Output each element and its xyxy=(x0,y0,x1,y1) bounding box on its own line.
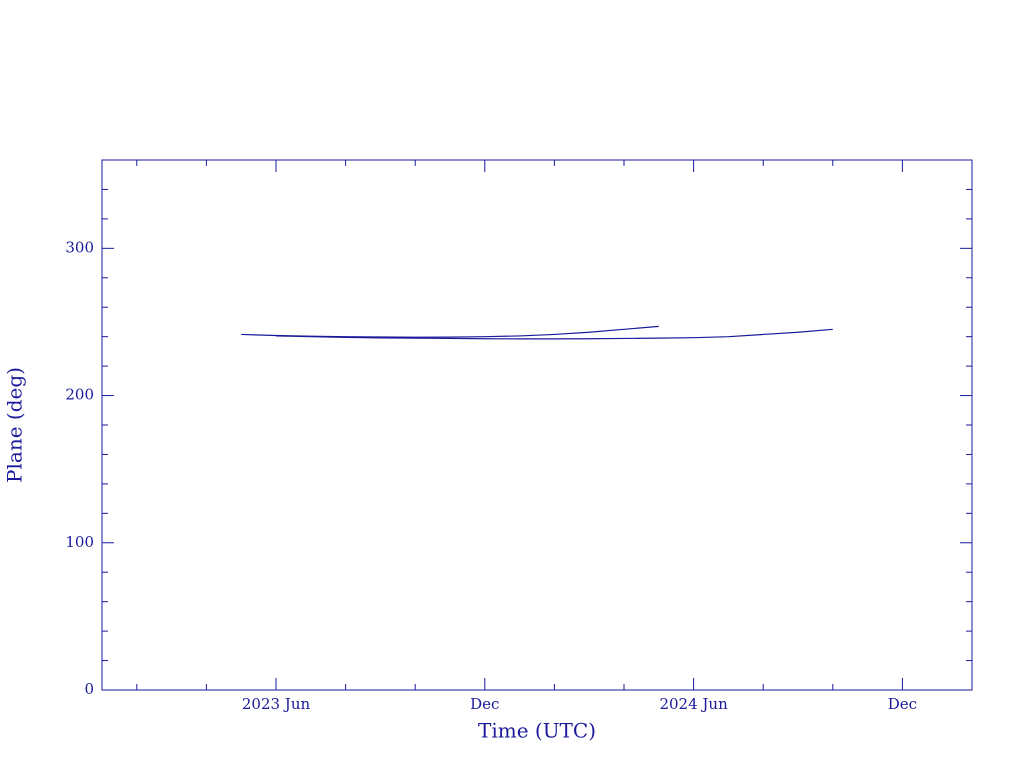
plot-frame xyxy=(101,159,973,691)
x-axis-title: Time (UTC) xyxy=(478,719,596,743)
y-axis-title: Plane (deg) xyxy=(3,367,27,483)
series-line xyxy=(275,328,833,340)
y-tick-label: 300 xyxy=(65,238,94,256)
y-tick-label: 200 xyxy=(65,386,94,404)
y-tick-label: 0 xyxy=(84,680,94,698)
x-tick-label: 2024 Jun xyxy=(659,695,728,713)
x-tick-label: Dec xyxy=(888,695,917,713)
x-tick-label: 2023 Jun xyxy=(242,695,311,713)
y-tick-label: 100 xyxy=(65,533,94,551)
series-line xyxy=(241,325,659,338)
x-tick-label: Dec xyxy=(470,695,499,713)
